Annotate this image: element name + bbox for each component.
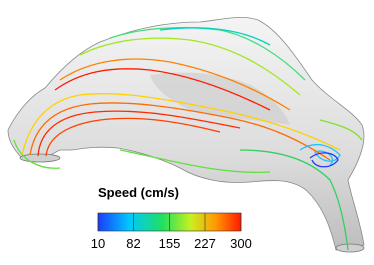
colorbar-tick-label: 155	[159, 236, 181, 251]
colorbar-tick-label: 227	[194, 236, 216, 251]
figure: Speed (cm/s) 10 82 155 227 300	[0, 0, 374, 265]
page: Speed (cm/s) 1082155227300 (() => { cons…	[0, 0, 374, 265]
colorbar-tick-label: 82	[126, 236, 140, 251]
colorbar-tick-label: 300	[230, 236, 252, 251]
colorbar-tick-label: 10	[91, 236, 105, 251]
colorbar-title: Speed (cm/s)	[98, 185, 179, 200]
